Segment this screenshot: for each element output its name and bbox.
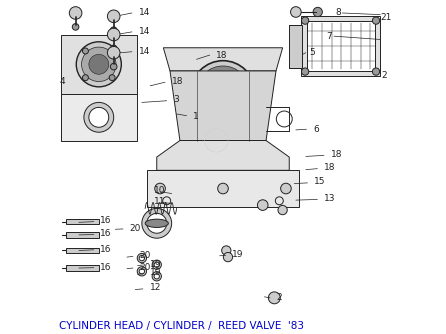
Text: 21: 21 <box>380 13 392 22</box>
Text: 14: 14 <box>139 8 150 17</box>
Text: 13: 13 <box>324 194 335 203</box>
Circle shape <box>107 46 120 59</box>
Text: 18: 18 <box>330 150 342 159</box>
Circle shape <box>155 183 165 194</box>
Circle shape <box>152 260 161 269</box>
Polygon shape <box>289 25 302 67</box>
Polygon shape <box>157 141 289 170</box>
Bar <box>66 248 99 253</box>
Polygon shape <box>170 71 276 141</box>
Text: 2: 2 <box>277 293 282 302</box>
Polygon shape <box>163 48 283 71</box>
Circle shape <box>109 75 115 80</box>
Circle shape <box>313 7 322 17</box>
Polygon shape <box>61 94 137 141</box>
Circle shape <box>139 256 145 261</box>
Text: 1: 1 <box>193 112 198 121</box>
Circle shape <box>301 68 309 75</box>
Text: CYLINDER HEAD / CYLINDER /  REED VALVE  '83: CYLINDER HEAD / CYLINDER / REED VALVE '8… <box>59 321 304 331</box>
Circle shape <box>142 208 172 238</box>
Circle shape <box>154 262 159 267</box>
Circle shape <box>257 200 268 210</box>
Text: 19: 19 <box>149 260 161 269</box>
Circle shape <box>278 205 287 215</box>
Polygon shape <box>147 170 299 207</box>
Circle shape <box>372 17 380 24</box>
Circle shape <box>69 7 82 19</box>
Circle shape <box>84 103 114 132</box>
Polygon shape <box>301 16 380 76</box>
Circle shape <box>372 68 380 75</box>
Circle shape <box>107 10 120 23</box>
Text: 12: 12 <box>149 283 161 292</box>
Text: 10: 10 <box>154 186 165 195</box>
Circle shape <box>152 272 161 281</box>
Text: 14: 14 <box>139 47 150 56</box>
Text: 16: 16 <box>100 229 112 238</box>
Text: 20: 20 <box>130 224 141 233</box>
Circle shape <box>89 107 109 127</box>
Text: 16: 16 <box>100 244 112 254</box>
Text: 18: 18 <box>172 77 183 86</box>
Circle shape <box>197 66 249 119</box>
Bar <box>66 219 99 224</box>
Ellipse shape <box>145 219 168 227</box>
Text: 20: 20 <box>140 263 151 272</box>
Circle shape <box>137 267 146 276</box>
Text: 20: 20 <box>140 251 151 260</box>
Text: 19: 19 <box>149 269 161 278</box>
Text: 7: 7 <box>326 32 332 41</box>
Circle shape <box>218 183 228 194</box>
Circle shape <box>110 63 117 70</box>
Text: 5: 5 <box>310 48 315 57</box>
Circle shape <box>222 246 231 255</box>
Circle shape <box>110 27 117 33</box>
Text: 16: 16 <box>100 216 112 225</box>
Polygon shape <box>307 21 376 71</box>
Text: 19: 19 <box>232 250 244 259</box>
Circle shape <box>82 47 116 81</box>
Text: 4: 4 <box>60 77 66 86</box>
Text: 3: 3 <box>173 95 179 104</box>
Bar <box>66 266 99 271</box>
Circle shape <box>147 213 167 233</box>
Bar <box>66 232 99 237</box>
Circle shape <box>301 17 309 24</box>
Text: 18: 18 <box>324 163 335 172</box>
Circle shape <box>291 7 301 17</box>
Circle shape <box>139 269 145 274</box>
Circle shape <box>110 45 117 52</box>
Circle shape <box>83 75 88 80</box>
Circle shape <box>191 61 255 124</box>
Text: 14: 14 <box>139 27 150 36</box>
Circle shape <box>154 274 159 279</box>
Text: 11: 11 <box>154 197 165 206</box>
Text: 16: 16 <box>100 263 112 272</box>
Text: 18: 18 <box>216 50 228 59</box>
Circle shape <box>76 42 121 87</box>
Circle shape <box>268 292 280 304</box>
Circle shape <box>281 183 291 194</box>
Circle shape <box>89 54 109 74</box>
Circle shape <box>277 111 292 127</box>
Text: 2: 2 <box>381 71 387 80</box>
Text: 15: 15 <box>314 177 326 186</box>
Circle shape <box>72 24 79 30</box>
Polygon shape <box>61 34 137 94</box>
Circle shape <box>83 48 88 54</box>
Circle shape <box>107 28 120 41</box>
Circle shape <box>223 253 233 262</box>
Circle shape <box>137 254 146 263</box>
Text: 8: 8 <box>336 8 341 17</box>
Text: 6: 6 <box>313 125 319 134</box>
Circle shape <box>109 48 115 54</box>
